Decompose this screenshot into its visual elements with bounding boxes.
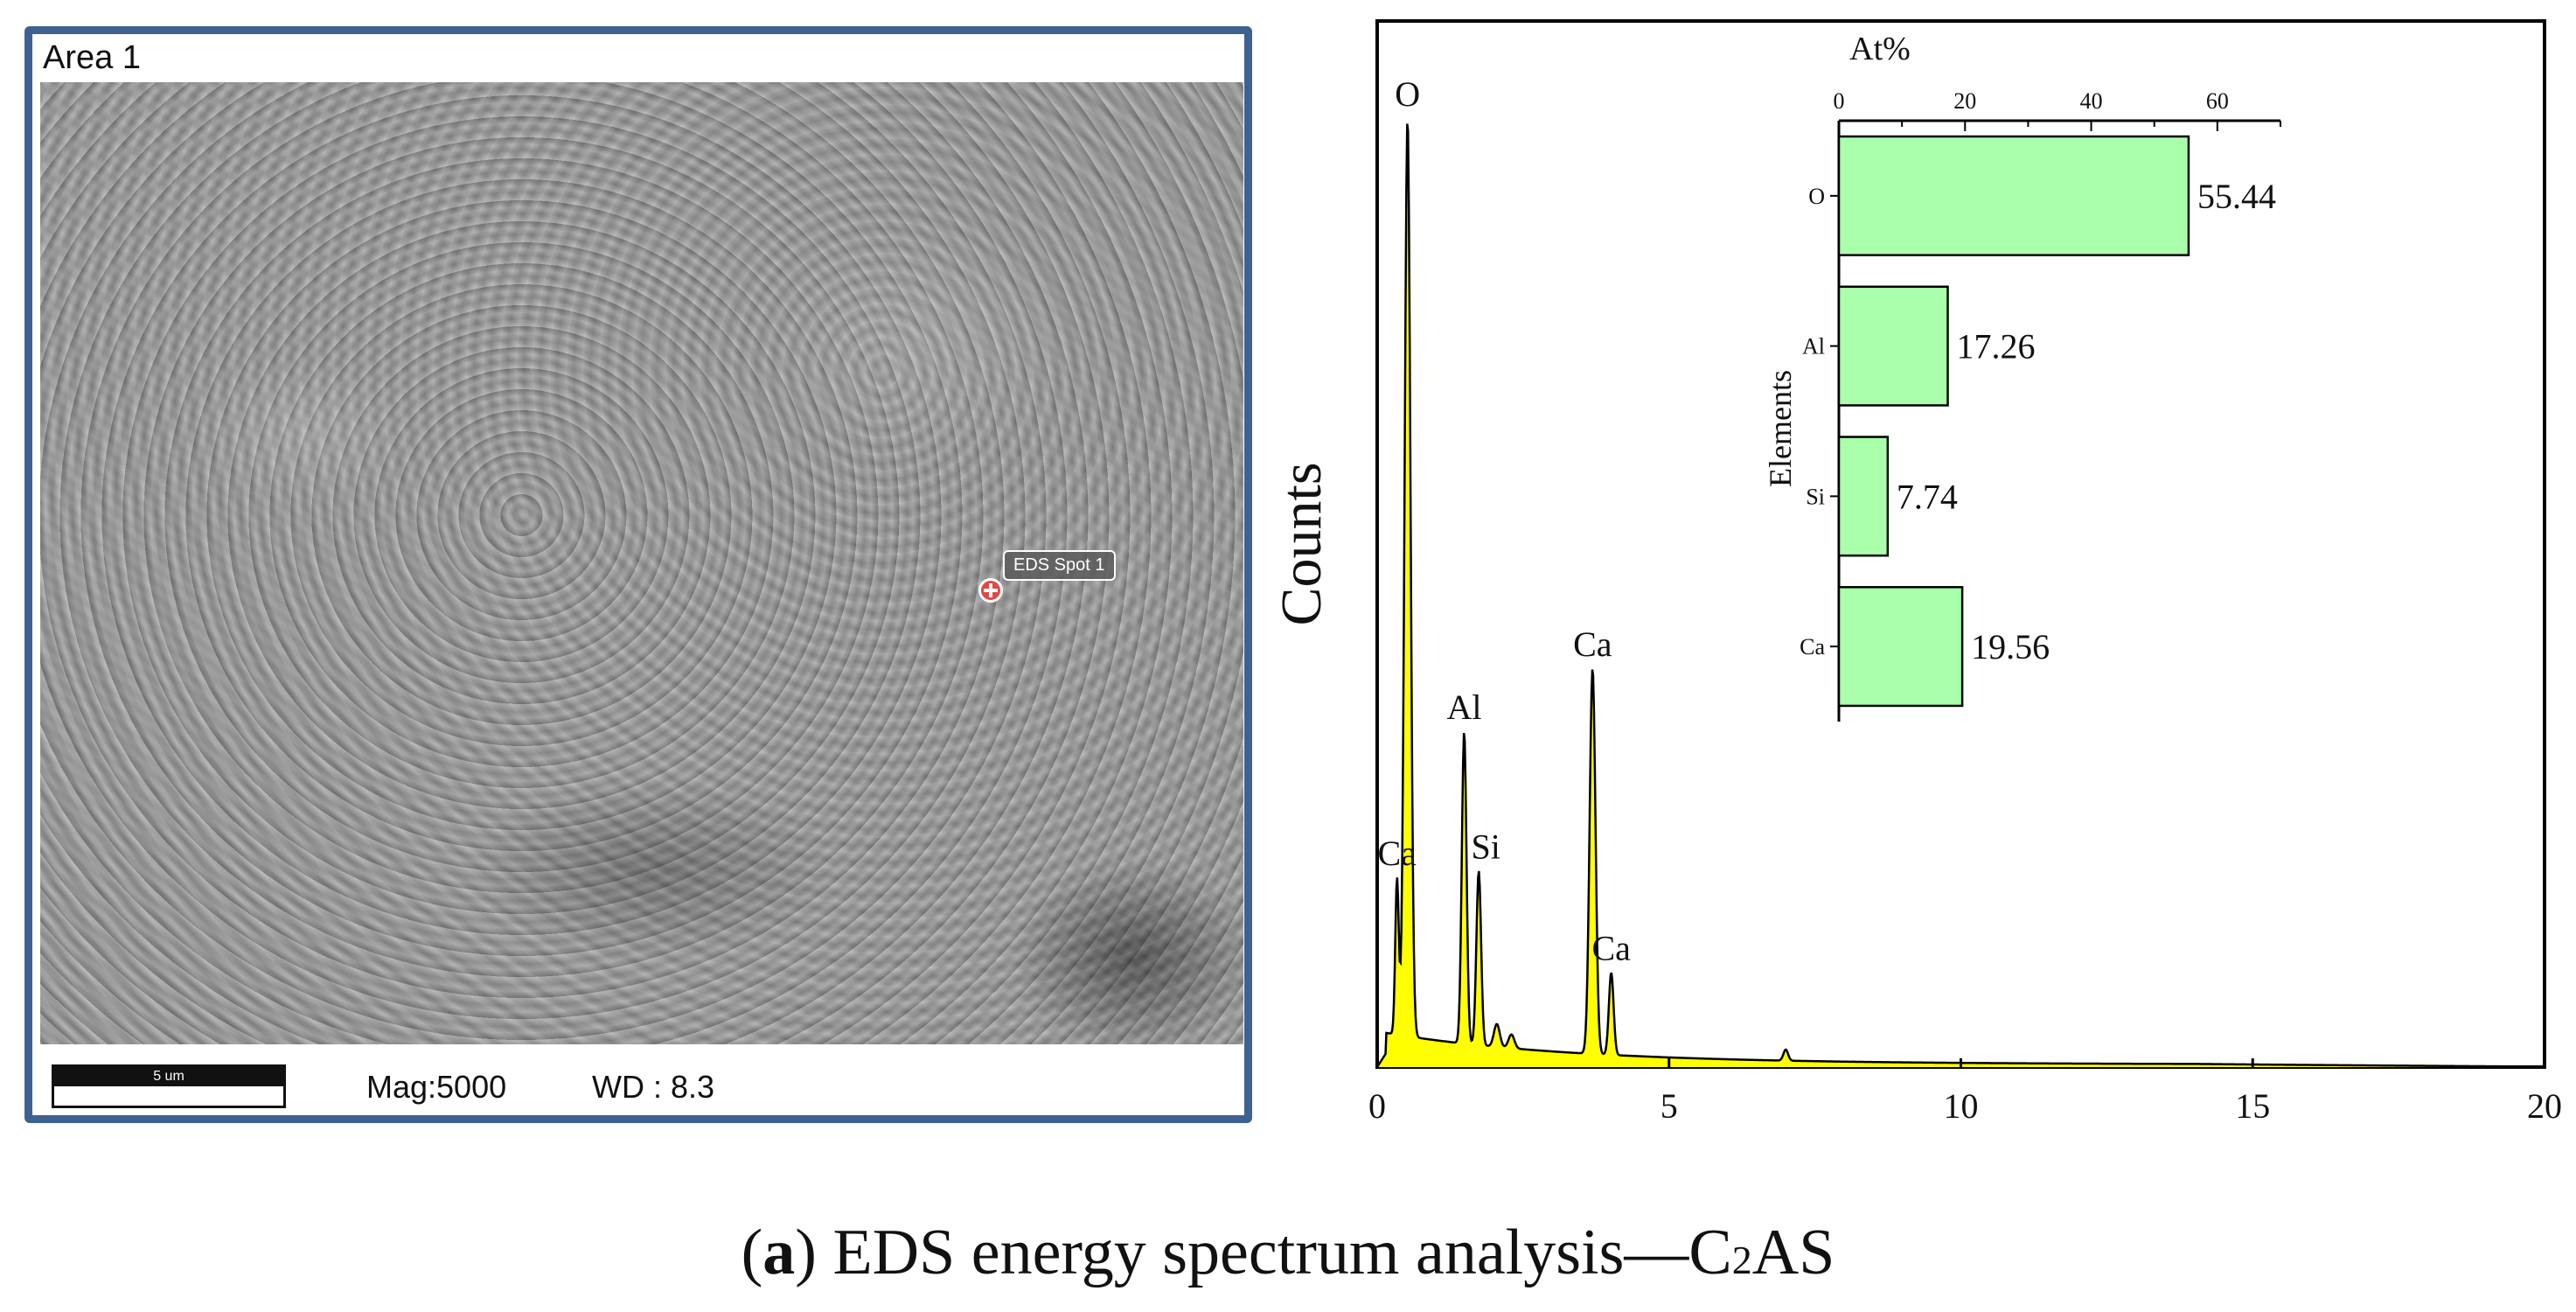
bar-x-tick-label: 40 (2080, 88, 2103, 114)
at-percent-bar-chart: 0 20 40 60 O 55.44 Al 17.26 Si 7.74 Ca 19.56 (1800, 88, 2281, 722)
eds-spot-marker-icon[interactable] (978, 578, 1003, 603)
bar-al (1837, 285, 1949, 407)
peak-label-ca: Ca (1591, 929, 1631, 968)
spectrum-x-tick-label: 0 (1368, 1086, 1386, 1126)
spectrum-x-tick-label: 20 (2527, 1086, 2562, 1126)
bar-value-label: 17.26 (1957, 327, 2036, 366)
eds-chart: 0 5 10 15 20 O Ca Al Si Ca Ca Counts 0 20 40 60 O 55.44… (1270, 19, 2562, 1126)
bar-chart-xlabel: At% (1849, 31, 1911, 67)
peak-label-si: Si (1471, 827, 1500, 866)
bar-x-tick-label: 0 (1834, 88, 1845, 114)
working-distance-readout: WD : 8.3 (592, 1069, 715, 1105)
bar-ca (1837, 586, 1964, 708)
peak-label-al: Al (1446, 687, 1481, 727)
caption-subscript: 2 (1731, 1238, 1752, 1282)
peak-label-ca: Ca (1377, 834, 1417, 873)
caption-panel-letter: a (762, 1217, 796, 1288)
bar-category-label: Si (1806, 484, 1825, 509)
scale-bar-label: 5 um (54, 1067, 283, 1086)
caption-prefix: ( (741, 1217, 763, 1288)
sem-area-label: Area 1 (43, 39, 141, 76)
peak-label-ca: Ca (1573, 625, 1612, 664)
spectrum-chart: 0 5 10 15 20 O Ca Al Si Ca Ca (1368, 74, 2562, 1126)
bar-o (1837, 135, 2190, 256)
magnification-readout: Mag:5000 (366, 1069, 507, 1105)
bar-value-label: 19.56 (1971, 627, 2050, 666)
sem-image-panel: Area 1 EDS Spot 1 5 um Mag:5000 WD : 8.3 (24, 26, 1252, 1123)
bar-category-label: O (1808, 184, 1825, 209)
spectrum-x-tick-label: 10 (1944, 1086, 1979, 1126)
caption-suffix: AS (1751, 1217, 1835, 1288)
bar-category-label: Ca (1800, 634, 1825, 659)
bar-value-label: 7.74 (1897, 477, 1958, 516)
spectrum-x-tick-label: 15 (2235, 1086, 2270, 1126)
caption-text: ) EDS energy spectrum analysis—C (795, 1217, 1732, 1288)
spectrum-x-tick-label: 5 (1660, 1086, 1678, 1126)
eds-spot-label[interactable]: EDS Spot 1 (1003, 550, 1116, 581)
bar-x-tick-label: 60 (2206, 88, 2229, 114)
bar-x-tick-label: 20 (1953, 88, 1976, 114)
peak-label-o: O (1395, 74, 1420, 114)
spectrum-ylabel: Counts (1270, 462, 1333, 625)
scale-bar: 5 um (52, 1064, 286, 1108)
bar-category-label: Al (1802, 334, 1825, 359)
figure-caption: (a) EDS energy spectrum analysis—C2AS (0, 1216, 2576, 1290)
bar-chart-ylabel: Elements (1763, 370, 1798, 487)
bar-si (1837, 436, 1890, 557)
bar-value-label: 55.44 (2197, 177, 2276, 216)
